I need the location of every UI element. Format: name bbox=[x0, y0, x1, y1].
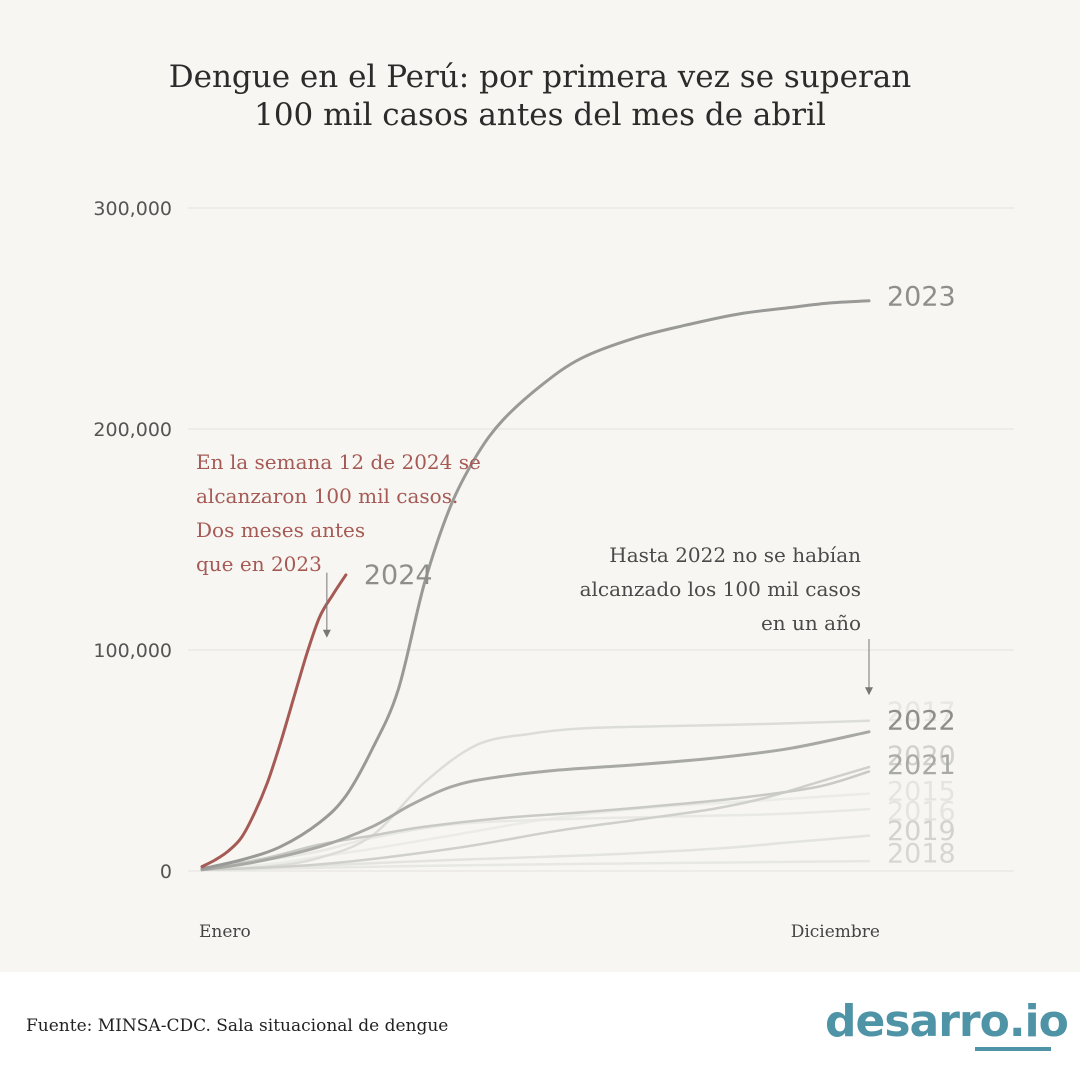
logo-underline bbox=[975, 1047, 1051, 1051]
series-label-2016: 2016 bbox=[887, 796, 956, 827]
series-label-2018: 2018 bbox=[887, 838, 956, 869]
series-label-2024: 2024 bbox=[364, 560, 433, 591]
series-line-2017 bbox=[200, 719, 871, 872]
series-line-2022 bbox=[200, 730, 871, 872]
y-tick-label: 100,000 bbox=[93, 640, 172, 662]
line-chart: 0 100,000 200,000 300,000 Enero Diciembre 2015… bbox=[93, 198, 1014, 942]
x-tick-label: Diciembre bbox=[791, 922, 880, 942]
chart-title: Dengue en el Perú: por primera vez se su… bbox=[0, 58, 1080, 134]
series-label-2020: 2020 bbox=[887, 741, 956, 772]
series-label-2017: 2017 bbox=[887, 697, 956, 728]
chart-area bbox=[0, 0, 1080, 972]
y-tick-label: 300,000 bbox=[93, 198, 172, 220]
footer bbox=[0, 972, 1080, 1080]
annotation-arrow-head bbox=[865, 687, 873, 696]
y-tick-label: 200,000 bbox=[93, 419, 172, 441]
series-line-2023 bbox=[200, 299, 871, 871]
y-tick-label: 0 bbox=[160, 861, 172, 883]
series-label-2023: 2023 bbox=[887, 281, 956, 312]
annotation-arrow-head bbox=[322, 629, 331, 638]
x-tick-label: Enero bbox=[199, 922, 251, 942]
annotation-line: alcanzaron 100 mil casos. bbox=[196, 484, 458, 508]
chart-title-line-1: Dengue en el Perú: por primera vez se su… bbox=[168, 59, 912, 95]
series-label-2015: 2015 bbox=[887, 776, 956, 807]
annotation-line: Hasta 2022 no se habían bbox=[609, 543, 861, 567]
brand-logo[interactable]: desarro.io bbox=[825, 996, 1069, 1047]
series-line-2021 bbox=[200, 770, 871, 872]
series-line-2018 bbox=[200, 859, 871, 872]
annotation-line: En la semana 12 de 2024 se bbox=[196, 450, 481, 474]
series-label-2022: 2022 bbox=[887, 706, 956, 737]
chart-title-line-2: 100 mil casos antes del mes de abril bbox=[254, 97, 826, 133]
annotation-line: que en 2023 bbox=[196, 552, 322, 576]
annotation-line: en un año bbox=[761, 611, 861, 635]
annotation-line: alcanzado los 100 mil casos bbox=[580, 577, 861, 601]
series-line-2024 bbox=[200, 573, 348, 869]
annotation-line: Dos meses antes bbox=[196, 518, 365, 542]
series-label-2019: 2019 bbox=[887, 816, 956, 847]
series-label-2021: 2021 bbox=[887, 750, 956, 781]
source-note: Fuente: MINSA-CDC. Sala situacional de d… bbox=[26, 1016, 449, 1036]
series-line-2016 bbox=[200, 807, 871, 871]
